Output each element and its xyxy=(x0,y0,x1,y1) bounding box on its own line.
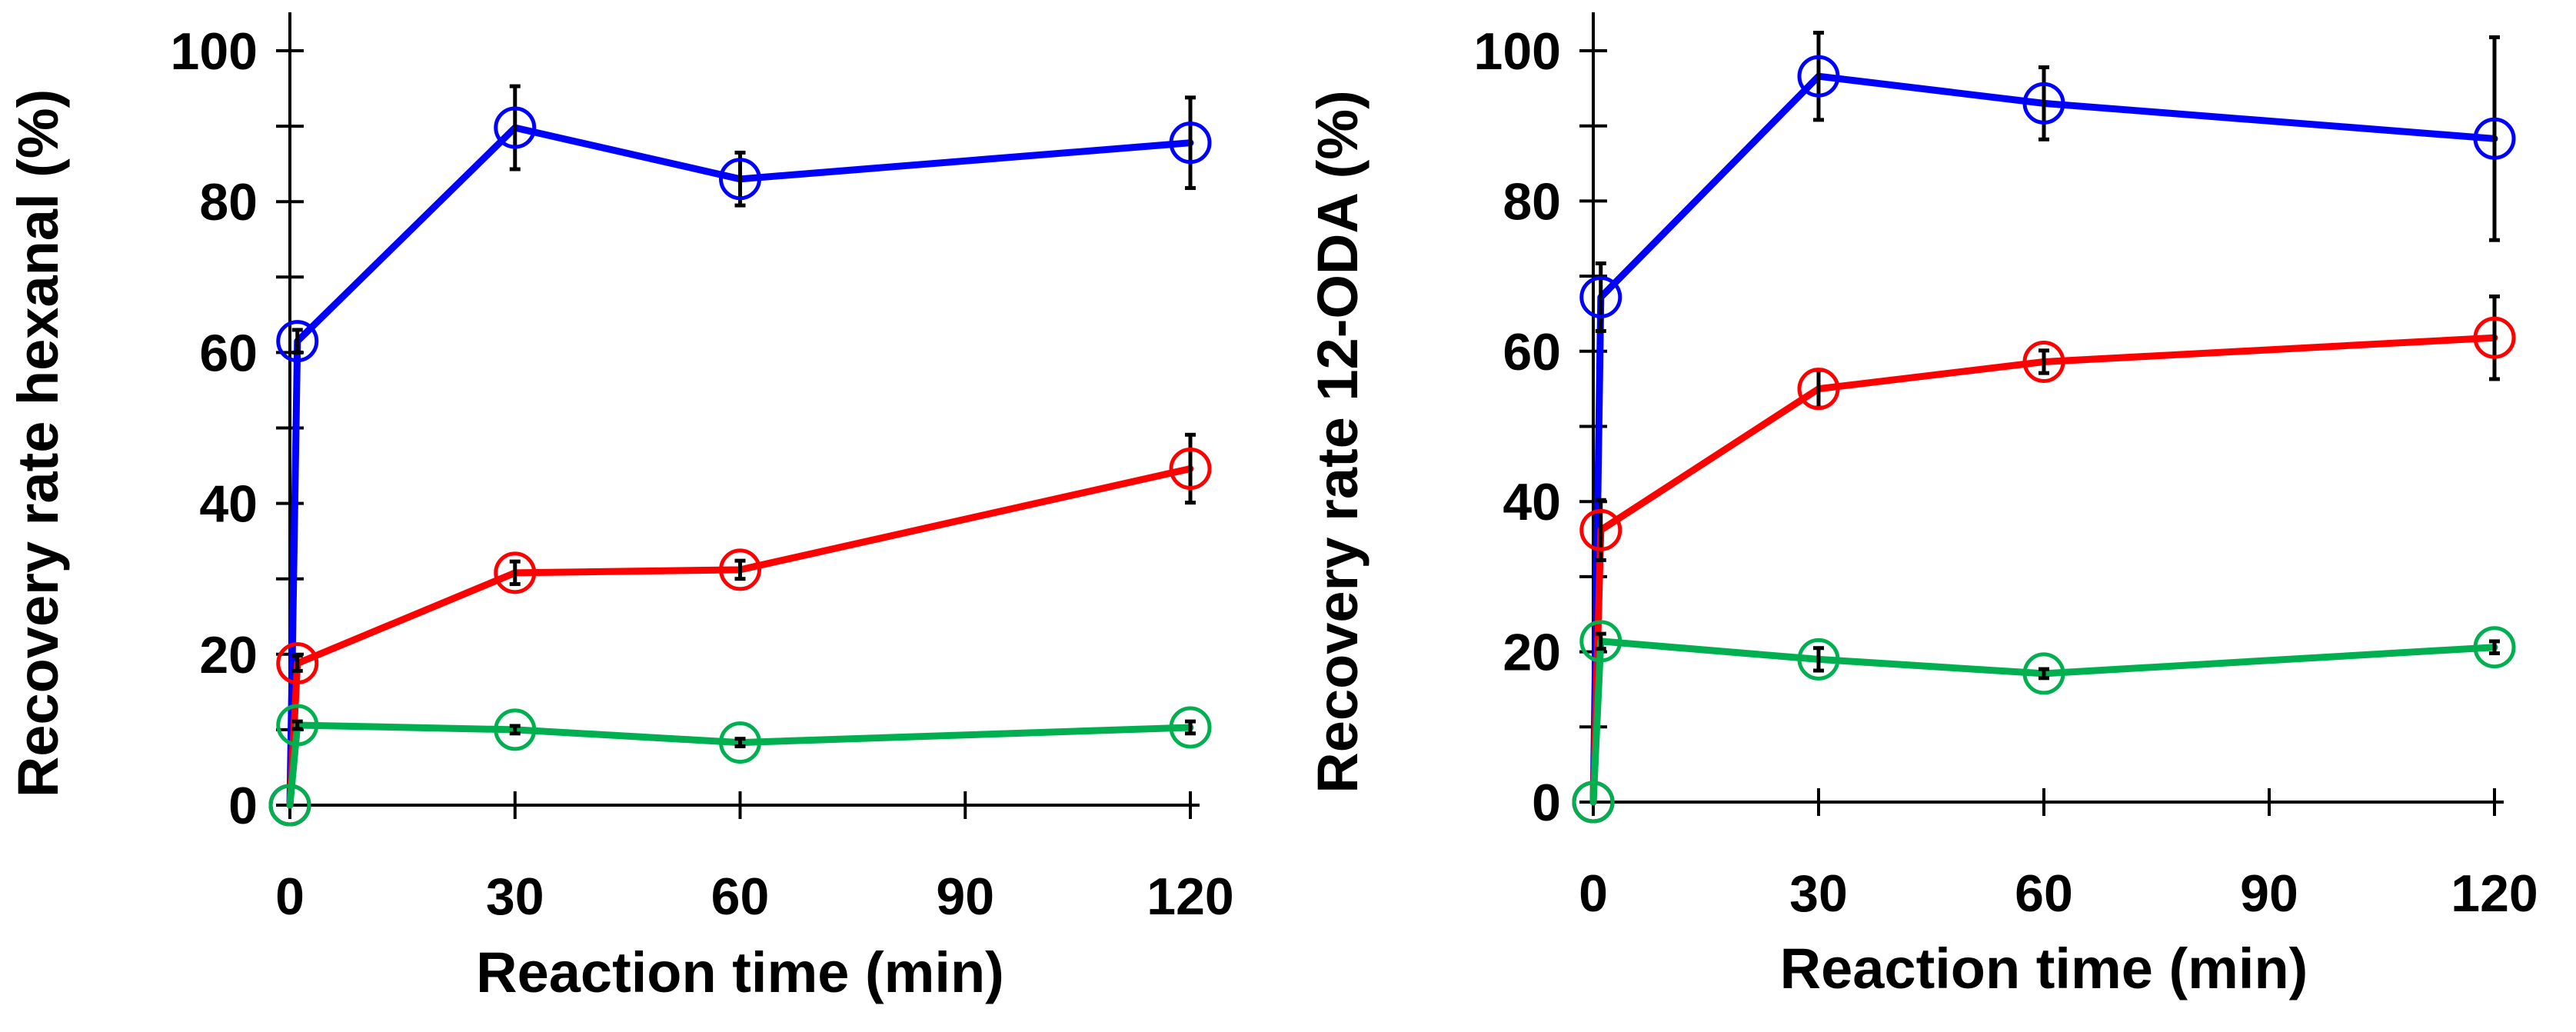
data-point-red xyxy=(276,642,319,685)
y-tick-label: 40 xyxy=(199,475,258,534)
x-axis-label: Reaction time (min) xyxy=(1780,937,2308,1000)
x-tick-label: 60 xyxy=(711,867,770,926)
x-tick-label: 90 xyxy=(936,867,994,926)
data-point-blue xyxy=(2022,82,2065,125)
data-point-blue xyxy=(494,106,537,149)
data-point-blue xyxy=(1797,55,1840,98)
data-point-green xyxy=(1797,638,1840,681)
data-point-green xyxy=(1169,706,1212,749)
x-tick-label: 90 xyxy=(2240,864,2298,923)
y-tick-label: 100 xyxy=(1474,22,1561,81)
data-point-red xyxy=(1169,447,1212,490)
series-line-red xyxy=(1589,334,2498,806)
chart-panel-hexanal: 0 20 40 60 80 100 0 30 60 90 120 Reaction time (min… xyxy=(6,12,1234,1004)
x-tick-label: 0 xyxy=(275,867,305,926)
data-point-green xyxy=(2022,652,2065,695)
x-tick-label: 120 xyxy=(1147,867,1233,926)
data-point-green xyxy=(494,708,537,751)
x-tick-label: 30 xyxy=(1789,864,1848,923)
data-point-red xyxy=(1579,508,1622,551)
data-point-green xyxy=(1572,781,1615,824)
data-point-blue xyxy=(1169,122,1212,165)
data-point-red xyxy=(2473,316,2516,359)
x-tick-label: 60 xyxy=(2015,864,2073,923)
data-point-blue xyxy=(719,158,761,201)
data-point-green xyxy=(2473,626,2516,669)
x-tick-label: 0 xyxy=(1579,864,1608,923)
y-axis-label: Recovery rate hexanal (%) xyxy=(6,89,70,797)
data-point-red xyxy=(719,548,761,591)
data-point-green xyxy=(276,704,319,747)
y-tick-label: 60 xyxy=(1503,323,1561,381)
data-point-green xyxy=(268,784,311,827)
y-tick-label: 0 xyxy=(228,777,258,835)
series-line-blue xyxy=(286,124,1194,809)
data-point-red xyxy=(1797,368,1840,411)
chart-panel-12-oda: 0 20 40 60 80 100 0 30 60 90 120 Reaction time (min… xyxy=(1306,12,2538,1000)
data-point-blue xyxy=(276,320,319,363)
data-point-green xyxy=(1579,620,1622,663)
y-tick-label: 80 xyxy=(199,173,258,231)
x-axis-label: Reaction time (min) xyxy=(476,940,1004,1004)
data-point-blue xyxy=(1579,275,1622,318)
y-axis-label: Recovery rate 12-ODA (%) xyxy=(1306,90,1370,793)
y-tick-label: 0 xyxy=(1532,774,1561,832)
x-tick-label: 30 xyxy=(486,867,544,926)
y-tick-label: 60 xyxy=(199,324,258,382)
data-point-blue xyxy=(2473,117,2516,160)
y-tick-label: 40 xyxy=(1503,473,1561,531)
data-point-red xyxy=(2022,340,2065,383)
y-tick-label: 20 xyxy=(199,626,258,684)
y-tick-label: 20 xyxy=(1503,624,1561,682)
x-tick-label: 120 xyxy=(2451,864,2538,923)
y-tick-label: 100 xyxy=(171,22,258,81)
y-tick-label: 80 xyxy=(1503,172,1561,231)
data-point-green xyxy=(719,721,761,764)
data-point-red xyxy=(494,551,537,594)
